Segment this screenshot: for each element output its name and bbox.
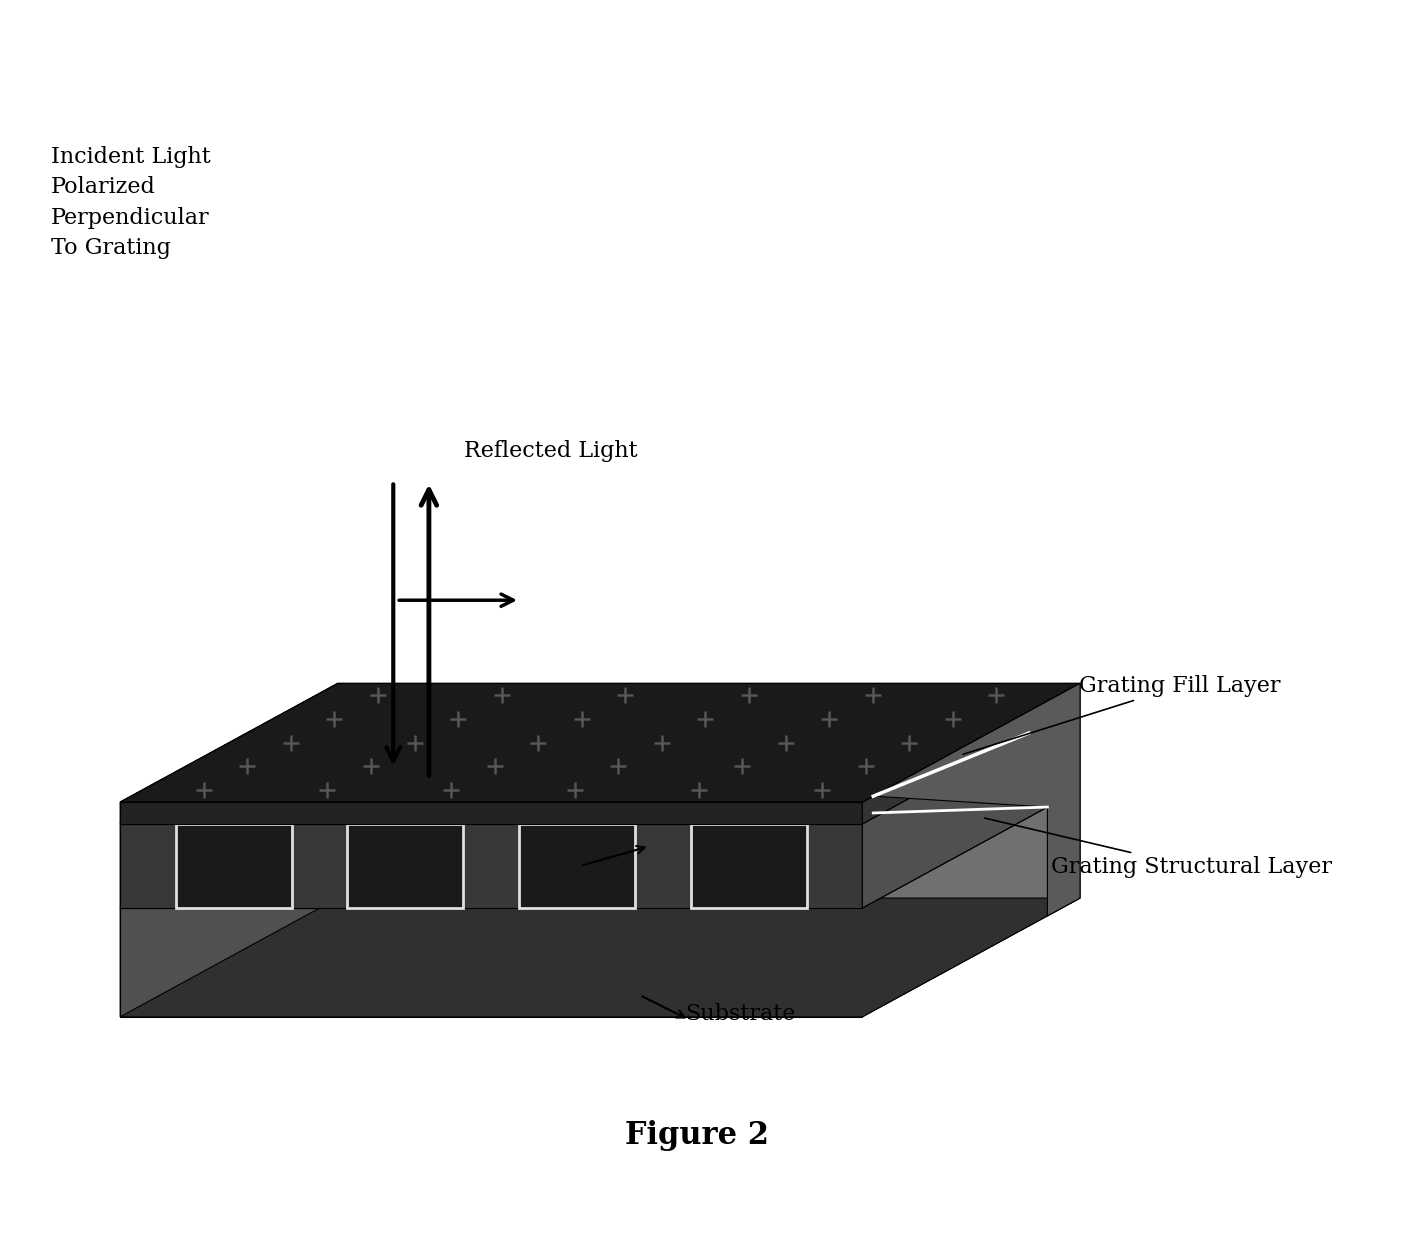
Text: Grating Structural Layer: Grating Structural Layer xyxy=(984,818,1333,877)
Polygon shape xyxy=(120,898,1080,1016)
Polygon shape xyxy=(862,789,1080,1016)
Text: Grating Fill Layer: Grating Fill Layer xyxy=(963,675,1281,755)
Polygon shape xyxy=(176,824,292,908)
Text: Substrate: Substrate xyxy=(685,1003,796,1025)
Text: Reflected Light: Reflected Light xyxy=(464,439,637,462)
Polygon shape xyxy=(120,802,862,824)
Text: Figure 2: Figure 2 xyxy=(626,1121,769,1152)
Polygon shape xyxy=(120,789,337,1016)
Polygon shape xyxy=(347,824,464,908)
Polygon shape xyxy=(120,684,1080,802)
Polygon shape xyxy=(519,824,636,908)
Polygon shape xyxy=(862,684,1080,824)
Polygon shape xyxy=(120,705,1080,824)
Polygon shape xyxy=(120,908,862,1016)
Polygon shape xyxy=(120,705,337,908)
Polygon shape xyxy=(120,824,862,908)
Text: Incident Light
Polarized
Perpendicular
To Grating: Incident Light Polarized Perpendicular T… xyxy=(51,146,211,259)
Polygon shape xyxy=(120,684,337,824)
Polygon shape xyxy=(120,789,1080,908)
Polygon shape xyxy=(873,684,1080,916)
Polygon shape xyxy=(690,824,807,908)
Polygon shape xyxy=(862,705,1080,908)
